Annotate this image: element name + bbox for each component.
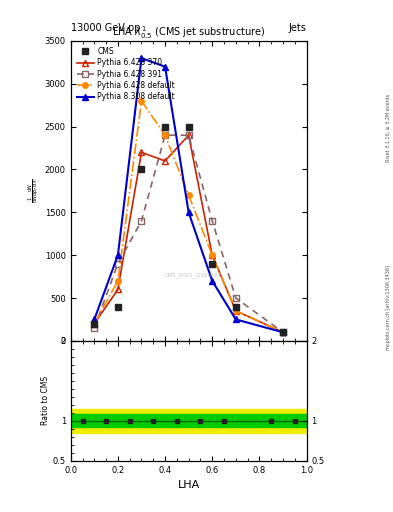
CMS: [116, 304, 120, 310]
Text: mcplots.cern.ch [arXiv:1306.3436]: mcplots.cern.ch [arXiv:1306.3436]: [386, 265, 391, 350]
CMS: [139, 166, 144, 173]
Pythia 6.428 370: [92, 321, 97, 327]
Pythia 6.428 391: [163, 132, 167, 138]
Pythia 6.428 370: [210, 252, 215, 258]
Pythia 8.308 default: [163, 63, 167, 70]
Pythia 6.428 391: [139, 218, 144, 224]
Bar: [71, 414, 307, 427]
Pythia 6.428 default: [210, 252, 215, 258]
Line: Pythia 6.428 391: Pythia 6.428 391: [91, 132, 286, 336]
Bar: [71, 409, 307, 433]
Pythia 6.428 370: [233, 308, 238, 314]
Line: Pythia 6.428 370: Pythia 6.428 370: [91, 132, 286, 336]
Text: Jets: Jets: [289, 23, 307, 33]
Pythia 6.428 370: [281, 329, 285, 335]
Pythia 8.308 default: [186, 209, 191, 216]
Legend: CMS, Pythia 6.428 370, Pythia 6.428 391, Pythia 6.428 default, Pythia 8.308 defa: CMS, Pythia 6.428 370, Pythia 6.428 391,…: [75, 45, 178, 103]
Pythia 6.428 default: [92, 321, 97, 327]
Title: LHA $\lambda^{1}_{0.5}$ (CMS jet substructure): LHA $\lambda^{1}_{0.5}$ (CMS jet substru…: [112, 24, 265, 41]
Pythia 6.428 default: [281, 329, 285, 335]
Line: Pythia 6.428 default: Pythia 6.428 default: [92, 98, 286, 335]
Pythia 6.428 default: [163, 132, 167, 138]
Pythia 6.428 default: [116, 278, 120, 284]
Pythia 6.428 391: [116, 261, 120, 267]
CMS: [92, 321, 97, 327]
Pythia 8.308 default: [233, 316, 238, 323]
Pythia 8.308 default: [139, 55, 144, 61]
Pythia 6.428 370: [116, 286, 120, 292]
Pythia 6.428 391: [210, 218, 215, 224]
Text: Rivet 3.1.10, ≥ 3.2M events: Rivet 3.1.10, ≥ 3.2M events: [386, 94, 391, 162]
Pythia 6.428 default: [233, 308, 238, 314]
Text: CMS_2021_I1920187: CMS_2021_I1920187: [165, 272, 222, 278]
Pythia 6.428 391: [186, 132, 191, 138]
X-axis label: LHA: LHA: [178, 480, 200, 490]
Y-axis label: Ratio to CMS: Ratio to CMS: [41, 376, 50, 425]
Text: 13000 GeV pp: 13000 GeV pp: [71, 23, 140, 33]
CMS: [210, 261, 215, 267]
Line: CMS: CMS: [92, 124, 286, 335]
Pythia 8.308 default: [116, 252, 120, 258]
Pythia 6.428 370: [139, 150, 144, 156]
CMS: [163, 123, 167, 130]
Pythia 8.308 default: [210, 278, 215, 284]
Pythia 8.308 default: [92, 316, 97, 323]
Line: Pythia 8.308 default: Pythia 8.308 default: [91, 55, 286, 336]
Pythia 6.428 391: [281, 329, 285, 335]
Y-axis label: $\frac{1}{\mathrm{d}N}\frac{\mathrm{d}N}{\mathrm{d}p_{T}\,\mathrm{d}\lambda}$: $\frac{1}{\mathrm{d}N}\frac{\mathrm{d}N}…: [27, 179, 42, 203]
CMS: [281, 329, 285, 335]
Pythia 6.428 370: [186, 132, 191, 138]
Pythia 6.428 default: [186, 192, 191, 198]
Pythia 8.308 default: [281, 329, 285, 335]
Pythia 6.428 391: [233, 295, 238, 301]
CMS: [186, 123, 191, 130]
Pythia 6.428 370: [163, 158, 167, 164]
Pythia 6.428 default: [139, 98, 144, 104]
CMS: [233, 304, 238, 310]
Pythia 6.428 391: [92, 325, 97, 331]
